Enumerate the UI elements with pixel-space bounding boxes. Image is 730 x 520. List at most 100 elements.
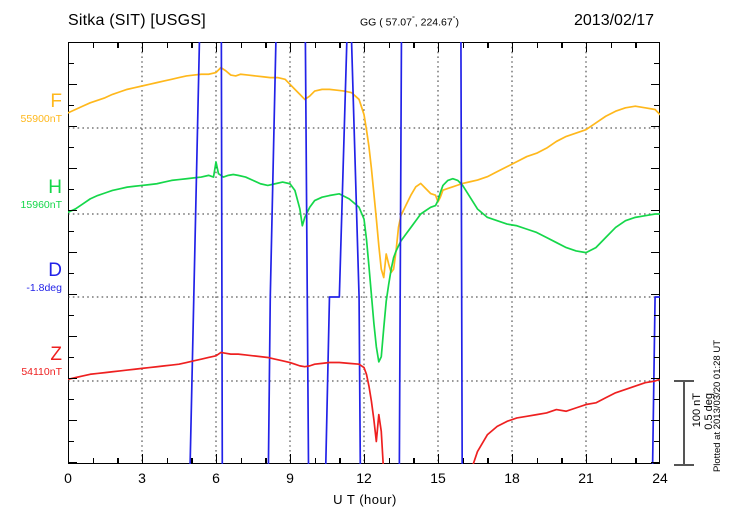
- x-tick: [413, 458, 415, 464]
- y-tick: [651, 420, 660, 422]
- component-name-d: D: [48, 260, 62, 281]
- x-tick: [487, 458, 489, 464]
- grid-lines: [141, 42, 587, 464]
- x-tick: [117, 458, 119, 464]
- x-tick: [290, 454, 292, 464]
- x-tick: [586, 454, 588, 464]
- component-name-z: Z: [50, 344, 62, 365]
- component-label-d: D -1.8deg: [0, 261, 62, 295]
- x-tick: [536, 42, 538, 48]
- y-tick: [654, 189, 660, 191]
- component-baseline-d: -1.8deg: [26, 282, 62, 294]
- x-tick: [142, 454, 144, 464]
- x-tick: [388, 458, 390, 464]
- scale-bar-bottom-cap: [674, 464, 694, 466]
- y-tick: [651, 84, 660, 86]
- y-tick: [654, 105, 660, 107]
- x-tick: [561, 42, 563, 48]
- y-tick: [68, 399, 74, 401]
- component-baseline-z: 54110nT: [21, 366, 62, 378]
- trace-group: [68, 42, 660, 464]
- y-tick: [654, 63, 660, 65]
- x-tick: [438, 454, 440, 464]
- y-tick: [651, 336, 660, 338]
- x-tick: [512, 454, 514, 464]
- x-tick-label: 12: [356, 470, 372, 486]
- x-tick: [561, 458, 563, 464]
- y-tick: [68, 189, 74, 191]
- x-tick: [487, 42, 489, 48]
- x-tick-label: 9: [286, 470, 294, 486]
- x-tick: [364, 454, 366, 464]
- x-tick: [635, 458, 637, 464]
- degree-symbol-lon: °: [452, 16, 456, 23]
- component-name-f: F: [50, 91, 62, 112]
- magnetogram-plot: [68, 42, 660, 464]
- component-label-z: Z 54110nT: [0, 345, 62, 379]
- y-tick: [651, 462, 660, 464]
- x-tick-label: 3: [138, 470, 146, 486]
- y-tick: [68, 252, 77, 254]
- x-tick: [166, 42, 168, 48]
- geo-suffix: ): [455, 16, 460, 29]
- x-tick: [388, 42, 390, 48]
- geo-prefix: GG ( 57.07: [360, 16, 412, 29]
- scale-bar-nt-label: 100 nT: [691, 393, 703, 428]
- x-tick: [339, 42, 341, 48]
- y-tick: [651, 294, 660, 296]
- y-tick: [68, 273, 74, 275]
- x-tick: [586, 42, 588, 52]
- x-tick-label: 15: [430, 470, 446, 486]
- x-tick: [536, 458, 538, 464]
- x-axis-title: U T (hour): [0, 492, 730, 507]
- observation-date: 2013/02/17: [574, 12, 655, 29]
- x-tick: [462, 42, 464, 48]
- x-tick: [314, 42, 316, 48]
- y-tick: [68, 231, 74, 233]
- x-tick: [314, 458, 316, 464]
- x-tick: [191, 458, 193, 464]
- x-tick: [92, 42, 94, 48]
- x-tick: [240, 42, 242, 48]
- x-tick: [216, 42, 218, 52]
- trace-z: [68, 351, 660, 464]
- plotted-at-label: Plotted at 2013/03/20 01:28 UT: [712, 340, 723, 473]
- y-tick: [68, 420, 77, 422]
- y-tick: [651, 168, 660, 170]
- x-tick: [265, 458, 267, 464]
- x-tick: [142, 42, 144, 52]
- y-tick: [651, 378, 660, 380]
- x-tick: [462, 458, 464, 464]
- x-tick: [512, 42, 514, 52]
- trace-h: [68, 161, 660, 363]
- component-label-h: H 15960nT: [0, 178, 62, 212]
- y-tick: [654, 273, 660, 275]
- x-tick: [438, 42, 440, 52]
- y-tick: [68, 147, 74, 149]
- y-tick: [654, 357, 660, 359]
- y-tick: [68, 168, 77, 170]
- x-tick: [265, 42, 267, 48]
- y-tick: [68, 336, 77, 338]
- x-tick-label: 18: [504, 470, 520, 486]
- x-tick: [92, 458, 94, 464]
- component-baseline-h: 15960nT: [20, 199, 62, 211]
- x-tick: [166, 458, 168, 464]
- trace-canvas: [68, 42, 660, 464]
- page-title: Sitka (SIT) [USGS]: [68, 12, 206, 29]
- y-tick: [651, 252, 660, 254]
- degree-symbol-lat: °: [411, 16, 415, 23]
- y-tick: [654, 231, 660, 233]
- y-tick: [68, 378, 77, 380]
- x-tick: [191, 42, 193, 48]
- x-tick: [610, 458, 612, 464]
- y-tick: [68, 63, 74, 65]
- component-baseline-f: 55900nT: [20, 113, 62, 125]
- x-tick-label: 6: [212, 470, 220, 486]
- x-tick: [413, 42, 415, 48]
- x-tick: [216, 454, 218, 464]
- y-tick: [68, 105, 74, 107]
- x-tick: [364, 42, 366, 52]
- y-tick: [68, 441, 74, 443]
- y-tick: [651, 126, 660, 128]
